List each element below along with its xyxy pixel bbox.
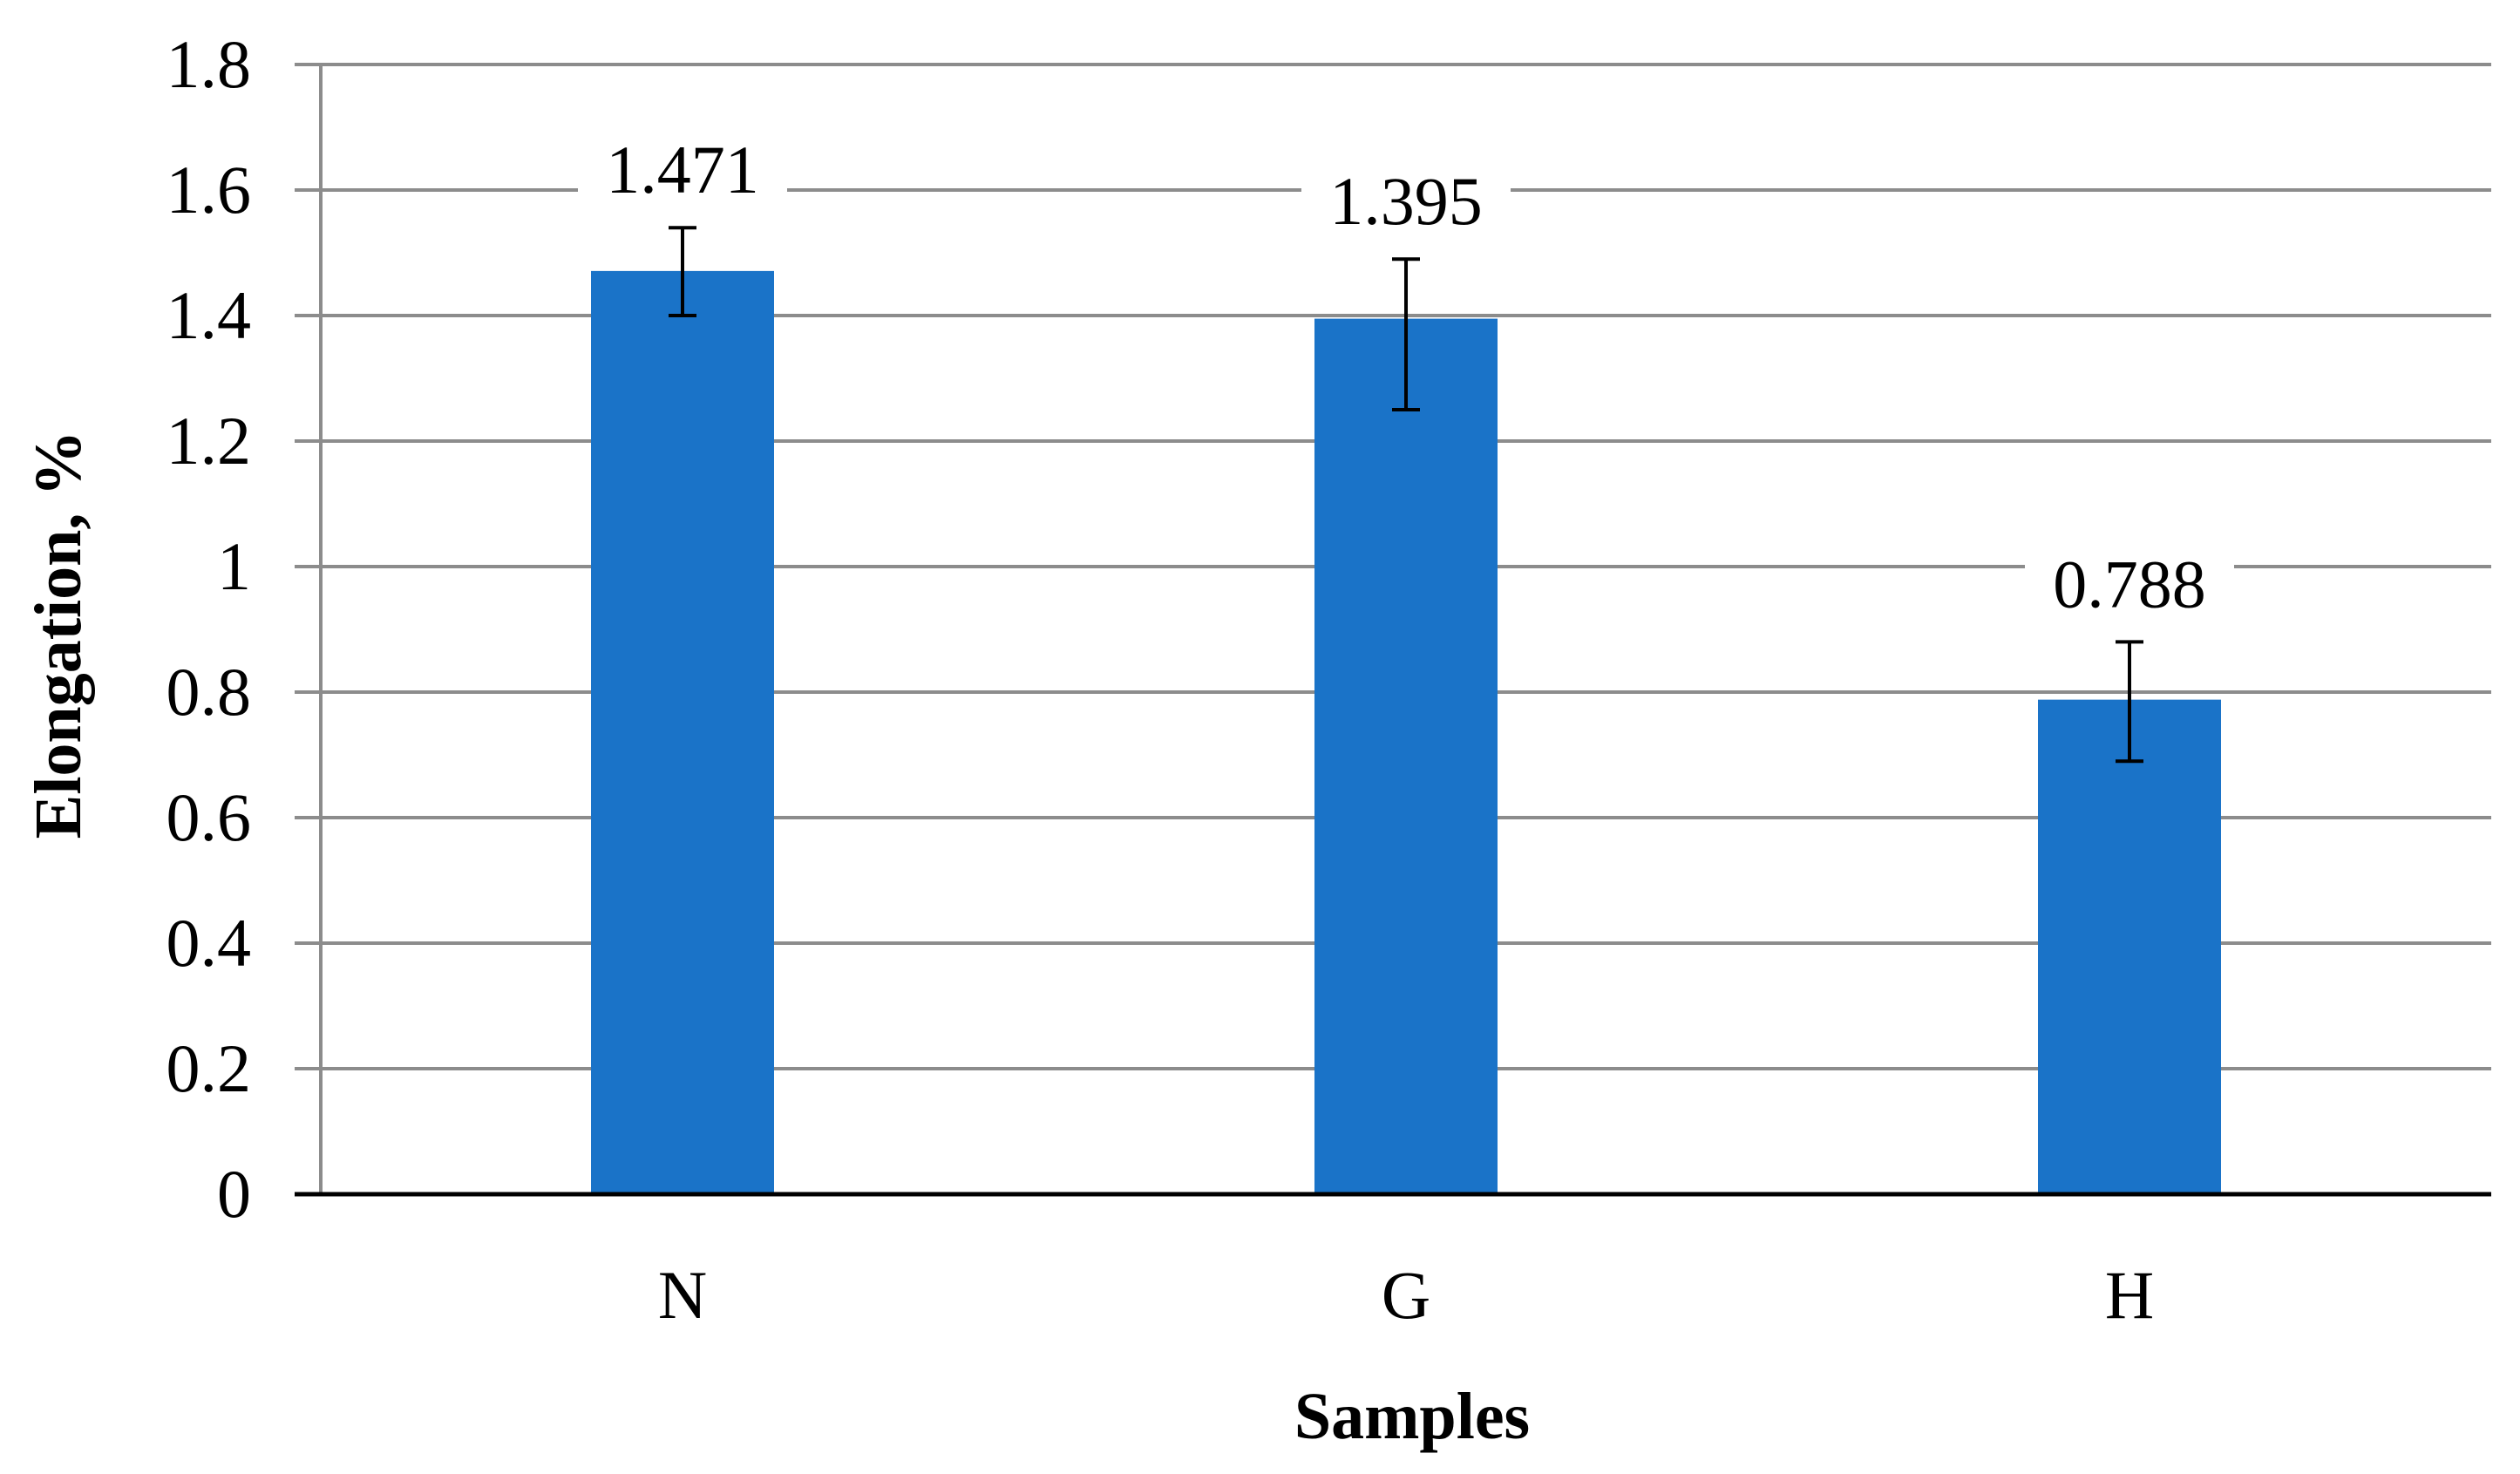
data-label: 1.471 — [606, 132, 759, 207]
y-tick-labels: 0 0.2 0.4 0.6 0.8 1 1.2 1.4 1.6 1.8 — [166, 26, 252, 1232]
error-bars — [669, 226, 2143, 764]
y-tick-label: 1.4 — [166, 277, 252, 353]
bar — [591, 270, 774, 1194]
x-category-label: N — [658, 1257, 707, 1333]
y-tick-label: 0 — [217, 1156, 251, 1232]
y-tick-label: 0.6 — [166, 779, 252, 855]
y-tick-label: 0.2 — [166, 1030, 252, 1106]
bars — [591, 270, 2221, 1195]
error-bar — [669, 226, 696, 317]
y-tick-label: 1.8 — [166, 26, 252, 102]
x-category-label: G — [1382, 1257, 1430, 1333]
data-labels: 1.471 1.395 0.788 — [578, 132, 2234, 623]
x-axis-title: Samples — [1294, 1380, 1530, 1453]
bar — [2038, 699, 2221, 1194]
data-label-background — [578, 139, 787, 209]
x-category-label: H — [2105, 1257, 2154, 1333]
y-tick-label: 0.4 — [166, 905, 252, 981]
y-tick-label: 0.8 — [166, 654, 252, 730]
data-label: 0.788 — [2053, 546, 2206, 622]
data-label: 1.395 — [1329, 163, 1483, 239]
error-bar — [1392, 257, 1420, 411]
y-tick-label: 1.6 — [166, 152, 252, 228]
bar — [1314, 318, 1498, 1195]
y-axis-title: Elongation, % — [22, 431, 95, 839]
data-label-background — [1301, 170, 1511, 241]
axes — [295, 65, 2491, 1197]
y-tick-label: 1.2 — [166, 403, 252, 479]
data-label-background — [2025, 553, 2234, 623]
error-bar — [2116, 640, 2143, 764]
y-tick-label: 1 — [217, 528, 251, 604]
